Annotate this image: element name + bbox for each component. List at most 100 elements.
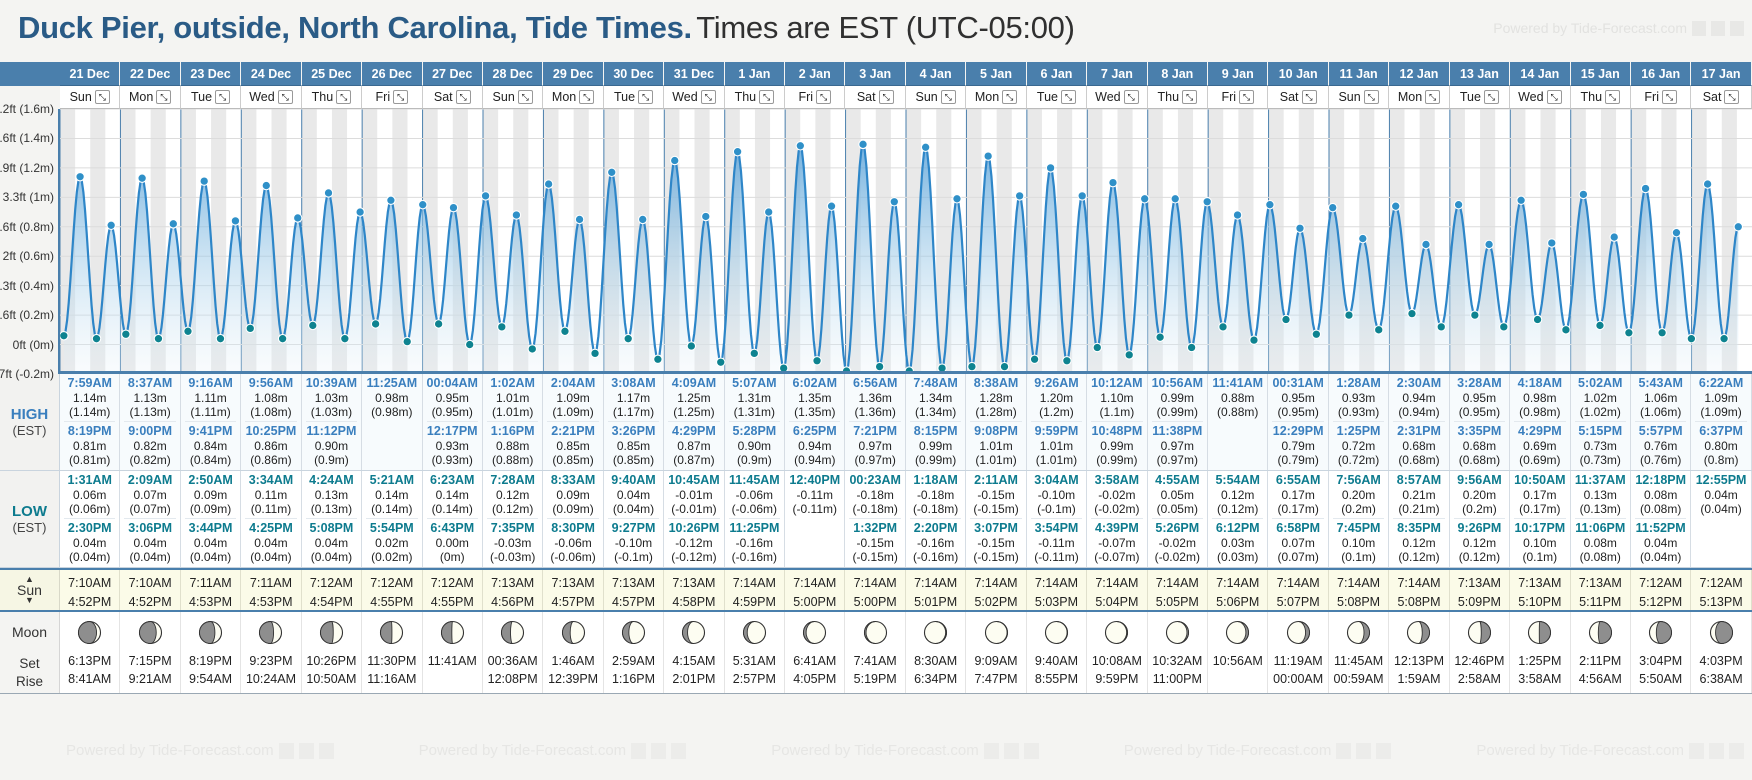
- date-header-1[interactable]: 22 Dec: [120, 62, 181, 86]
- tide-point-101: [1640, 183, 1651, 194]
- moon-phase-icon-18: [1165, 620, 1189, 644]
- low-tide-height-alt-10-1: (-0.12m): [671, 550, 717, 565]
- date-header-0[interactable]: 21 Dec: [60, 62, 121, 86]
- date-header-23[interactable]: 13 Jan: [1449, 62, 1511, 86]
- expand-icon-26[interactable]: ⤡: [1661, 90, 1677, 104]
- date-header-17[interactable]: 7 Jan: [1087, 62, 1148, 86]
- date-header-4[interactable]: 25 Dec: [301, 62, 363, 86]
- expand-icon-15[interactable]: ⤡: [1002, 90, 1018, 104]
- date-header-21[interactable]: 11 Jan: [1328, 62, 1390, 86]
- low-tide-time-9-1: 9:27PM: [611, 521, 656, 536]
- date-header-11[interactable]: 1 Jan: [724, 62, 786, 86]
- expand-icon-6[interactable]: ⤡: [455, 90, 471, 104]
- high-tide-cell-26: 5:43AM 1.06m (1.06m) 5:57PM 0.76m (0.76m): [1631, 374, 1692, 471]
- sunset-time-26: 5:12PM: [1639, 595, 1683, 609]
- date-header-15[interactable]: 5 Jan: [966, 62, 1027, 86]
- weekday-label-14: Sun: [915, 90, 938, 104]
- date-header-24[interactable]: 14 Jan: [1510, 62, 1571, 86]
- expand-icon-7[interactable]: ⤡: [517, 90, 533, 104]
- date-header-18[interactable]: 8 Jan: [1147, 62, 1209, 86]
- moon-phase-icon-21: [1347, 620, 1371, 644]
- high-tide-cell-10: 4:09AM 1.25m (1.25m) 4:29PM 0.87m (0.87m): [664, 374, 725, 471]
- expand-icon-19[interactable]: ⤡: [1239, 90, 1255, 104]
- date-header-3[interactable]: 24 Dec: [241, 62, 302, 86]
- low-tide-time-6-1: 6:43PM: [430, 521, 475, 536]
- sunrise-time-19: 7:14AM: [1216, 576, 1260, 591]
- date-header-25[interactable]: 15 Jan: [1570, 62, 1631, 86]
- date-header-2[interactable]: 23 Dec: [180, 62, 242, 86]
- tide-point-29: [511, 210, 522, 220]
- expand-icon-21[interactable]: ⤡: [1363, 90, 1379, 104]
- moon-row: Moon: [0, 612, 1752, 653]
- expand-icon-9[interactable]: ⤡: [638, 90, 654, 104]
- date-header-14[interactable]: 4 Jan: [905, 62, 967, 86]
- date-header-7[interactable]: 28 Dec: [482, 62, 544, 86]
- date-header-19[interactable]: 9 Jan: [1208, 62, 1269, 86]
- high-tide-entry-6-0: 00:04AM 0.95m (0.95m): [423, 376, 482, 419]
- high-tide-height-alt-8-1: (0.85m): [552, 452, 594, 467]
- expand-icon-0[interactable]: ⤡: [94, 90, 110, 104]
- date-header-26[interactable]: 16 Jan: [1630, 62, 1692, 86]
- moon-cell-19: [1208, 612, 1269, 653]
- expand-icon-10[interactable]: ⤡: [700, 90, 716, 104]
- expand-icon-23[interactable]: ⤡: [1483, 90, 1499, 104]
- moonset-time-26: 3:04PM: [1639, 654, 1683, 669]
- expand-icon-25[interactable]: ⤡: [1605, 90, 1621, 104]
- high-tide-height-2-0: 1.11m: [194, 390, 227, 405]
- expand-icon-2[interactable]: ⤡: [215, 90, 231, 104]
- high-tide-time-6-1: 12:17PM: [426, 424, 478, 439]
- low-tide-cell-27: 12:55PM 0.04m (0.04m): [1691, 471, 1752, 568]
- date-header-5[interactable]: 26 Dec: [362, 62, 423, 86]
- high-tide-time-26-1: 5:57PM: [1638, 424, 1683, 439]
- date-header-8[interactable]: 29 Dec: [543, 62, 604, 86]
- expand-icon-12[interactable]: ⤡: [816, 90, 832, 104]
- low-tide-entry-25-0: 11:37AM 0.13m (0.13m): [1571, 473, 1630, 516]
- sun-cell-27: 7:12AM 5:13PM: [1691, 570, 1752, 611]
- date-header-20[interactable]: 10 Jan: [1268, 62, 1329, 86]
- low-tide-height-alt-26-0: (0.08m): [1640, 502, 1682, 517]
- low-tide-entry-13-0: 00:23AM -0.18m (-0.18m): [845, 473, 904, 516]
- expand-icon-18[interactable]: ⤡: [1182, 90, 1198, 104]
- low-tide-height-alt-10-0: (-0.01m): [671, 502, 717, 517]
- low-tide-height-alt-20-0: (0.17m): [1277, 502, 1319, 517]
- high-tide-height-alt-6-0: (0.95m): [431, 404, 473, 419]
- high-tide-height-9-1: 0.85m: [616, 438, 651, 453]
- expand-icon-20[interactable]: ⤡: [1301, 90, 1317, 104]
- expand-icon-17[interactable]: ⤡: [1123, 90, 1139, 104]
- low-tide-height-3-1: 0.04m: [254, 535, 288, 550]
- low-tide-separator-24-1: [1514, 518, 1566, 520]
- expand-icon-24[interactable]: ⤡: [1546, 90, 1562, 104]
- high-tide-height-alt-14-1: (0.99m): [914, 452, 957, 467]
- expand-icon-13[interactable]: ⤡: [878, 90, 894, 104]
- high-tide-height-alt-4-1: (0.9m): [314, 452, 349, 467]
- date-header-16[interactable]: 6 Jan: [1026, 62, 1088, 86]
- date-header-13[interactable]: 3 Jan: [845, 62, 906, 86]
- expand-icon-27[interactable]: ⤡: [1724, 90, 1740, 104]
- sun-cell-5: 7:12AM 4:55PM: [362, 570, 423, 611]
- expand-icon-11[interactable]: ⤡: [759, 90, 775, 104]
- high-tide-separator-15-1: [970, 421, 1022, 423]
- expand-icon-8[interactable]: ⤡: [579, 90, 595, 104]
- high-tide-block-26: 5:43AM 1.06m (1.06m) 5:57PM 0.76m (0.76m): [1631, 376, 1690, 467]
- expand-icon-22[interactable]: ⤡: [1425, 90, 1441, 104]
- date-header-12[interactable]: 2 Jan: [785, 62, 846, 86]
- expand-icon-4[interactable]: ⤡: [336, 90, 352, 104]
- sunrise-time-8: 7:13AM: [551, 576, 595, 591]
- moonset-time-0: 6:13PM: [68, 654, 112, 669]
- date-header-10[interactable]: 31 Dec: [664, 62, 725, 86]
- expand-icon-1[interactable]: ⤡: [156, 90, 172, 104]
- date-header-9[interactable]: 30 Dec: [603, 62, 665, 86]
- tide-point-74: [1218, 322, 1228, 332]
- high-tide-entry-1-0: 8:37AM 1.13m (1.13m): [120, 376, 179, 419]
- tide-point-78: [1281, 314, 1291, 325]
- date-header-22[interactable]: 12 Jan: [1389, 62, 1450, 86]
- expand-icon-5[interactable]: ⤡: [393, 90, 409, 104]
- date-header-6[interactable]: 27 Dec: [422, 62, 483, 86]
- expand-icon-14[interactable]: ⤡: [940, 90, 956, 104]
- date-header-27[interactable]: 17 Jan: [1691, 62, 1752, 86]
- high-tide-height-alt-8-0: (1.09m): [552, 404, 594, 419]
- expand-icon-16[interactable]: ⤡: [1061, 90, 1076, 104]
- sunset-time-18: 5:05PM: [1155, 595, 1199, 609]
- expand-icon-3[interactable]: ⤡: [277, 90, 293, 104]
- low-tide-time-20-0: 6:55AM: [1275, 473, 1321, 488]
